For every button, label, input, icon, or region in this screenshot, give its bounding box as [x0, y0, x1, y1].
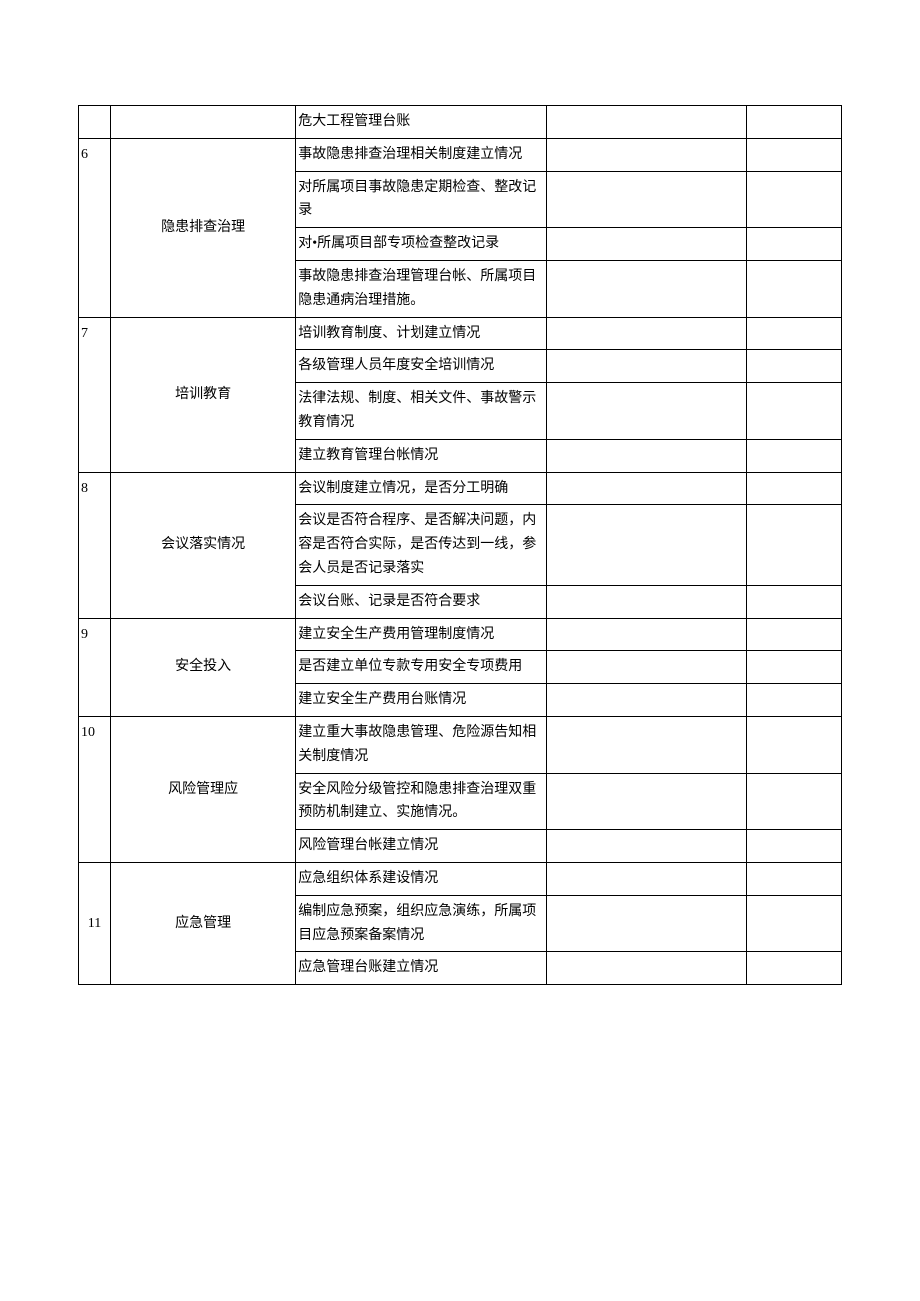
item-cell: 应急组织体系建设情况 [296, 862, 546, 895]
row-number: 11 [79, 862, 111, 984]
empty-cell-1 [546, 228, 746, 261]
table-row: 8会议落实情况会议制度建立情况，是否分工明确 [79, 472, 842, 505]
item-cell: 事故隐患排查治理管理台帐、所属项目隐患通病治理措施。 [296, 260, 546, 317]
item-cell: 法律法规、制度、相关文件、事故警示教育情况 [296, 383, 546, 440]
item-cell: 会议制度建立情况，是否分工明确 [296, 472, 546, 505]
item-cell: 会议台账、记录是否符合要求 [296, 585, 546, 618]
empty-cell-1 [546, 350, 746, 383]
table-body: 危大工程管理台账6隐患排查治理事故隐患排查治理相关制度建立情况对所属项目事故隐患… [79, 106, 842, 985]
empty-cell-2 [746, 439, 841, 472]
empty-cell-1 [546, 439, 746, 472]
empty-cell-2 [746, 895, 841, 952]
empty-cell-1 [546, 585, 746, 618]
empty-cell-2 [746, 618, 841, 651]
category-cell: 风险管理应 [111, 716, 296, 862]
empty-cell-2 [746, 350, 841, 383]
item-cell: 建立安全生产费用管理制度情况 [296, 618, 546, 651]
empty-cell-2 [746, 505, 841, 585]
row-number: 8 [79, 472, 111, 618]
empty-cell-2 [746, 651, 841, 684]
empty-cell-1 [546, 505, 746, 585]
empty-cell-1 [546, 171, 746, 228]
category-cell: 会议落实情况 [111, 472, 296, 618]
empty-cell-2 [746, 585, 841, 618]
row-number: 6 [79, 138, 111, 317]
empty-cell-2 [746, 472, 841, 505]
empty-cell-1 [546, 472, 746, 505]
item-cell: 事故隐患排查治理相关制度建立情况 [296, 138, 546, 171]
empty-cell-1 [546, 317, 746, 350]
table-row: 危大工程管理台账 [79, 106, 842, 139]
empty-cell-2 [746, 171, 841, 228]
empty-cell-2 [746, 952, 841, 985]
empty-cell-2 [746, 773, 841, 830]
item-cell: 会议是否符合程序、是否解决问题，内容是否符合实际，是否传达到一线，参会人员是否记… [296, 505, 546, 585]
empty-cell-2 [746, 862, 841, 895]
empty-cell-2 [746, 228, 841, 261]
category-cell: 应急管理 [111, 862, 296, 984]
row-number: 10 [79, 716, 111, 862]
empty-cell-2 [746, 138, 841, 171]
empty-cell-1 [546, 618, 746, 651]
empty-cell-1 [546, 952, 746, 985]
item-cell: 各级管理人员年度安全培训情况 [296, 350, 546, 383]
empty-cell-2 [746, 716, 841, 773]
empty-cell-1 [546, 106, 746, 139]
empty-cell-1 [546, 830, 746, 863]
item-cell: 对所属项目事故隐患定期检查、整改记录 [296, 171, 546, 228]
empty-cell-1 [546, 138, 746, 171]
empty-cell-2 [746, 260, 841, 317]
empty-cell-1 [546, 862, 746, 895]
category-cell [111, 106, 296, 139]
empty-cell-2 [746, 830, 841, 863]
row-number: 9 [79, 618, 111, 716]
empty-cell-1 [546, 651, 746, 684]
empty-cell-1 [546, 773, 746, 830]
empty-cell-1 [546, 716, 746, 773]
table-row: 6隐患排查治理事故隐患排查治理相关制度建立情况 [79, 138, 842, 171]
table-row: 10风险管理应建立重大事故隐患管理、危险源告知相关制度情况 [79, 716, 842, 773]
item-cell: 编制应急预案，组织应急演练，所属项目应急预案备案情况 [296, 895, 546, 952]
item-cell: 是否建立单位专款专用安全专项费用 [296, 651, 546, 684]
item-cell: 建立安全生产费用台账情况 [296, 684, 546, 717]
empty-cell-1 [546, 260, 746, 317]
table-row: 7培训教育培训教育制度、计划建立情况 [79, 317, 842, 350]
item-cell: 培训教育制度、计划建立情况 [296, 317, 546, 350]
document-page: 危大工程管理台账6隐患排查治理事故隐患排查治理相关制度建立情况对所属项目事故隐患… [0, 0, 920, 1301]
table-row: 11应急管理应急组织体系建设情况 [79, 862, 842, 895]
category-cell: 隐患排查治理 [111, 138, 296, 317]
item-cell: 危大工程管理台账 [296, 106, 546, 139]
empty-cell-2 [746, 684, 841, 717]
item-cell: 对•所属项目部专项检查整改记录 [296, 228, 546, 261]
inspection-table: 危大工程管理台账6隐患排查治理事故隐患排查治理相关制度建立情况对所属项目事故隐患… [78, 105, 842, 985]
row-number [79, 106, 111, 139]
item-cell: 风险管理台帐建立情况 [296, 830, 546, 863]
empty-cell-1 [546, 895, 746, 952]
item-cell: 应急管理台账建立情况 [296, 952, 546, 985]
empty-cell-1 [546, 383, 746, 440]
category-cell: 培训教育 [111, 317, 296, 472]
empty-cell-2 [746, 383, 841, 440]
empty-cell-2 [746, 106, 841, 139]
empty-cell-1 [546, 684, 746, 717]
item-cell: 建立重大事故隐患管理、危险源告知相关制度情况 [296, 716, 546, 773]
category-cell: 安全投入 [111, 618, 296, 716]
item-cell: 建立教育管理台帐情况 [296, 439, 546, 472]
row-number: 7 [79, 317, 111, 472]
empty-cell-2 [746, 317, 841, 350]
table-row: 9安全投入建立安全生产费用管理制度情况 [79, 618, 842, 651]
item-cell: 安全风险分级管控和隐患排查治理双重预防机制建立、实施情况。 [296, 773, 546, 830]
